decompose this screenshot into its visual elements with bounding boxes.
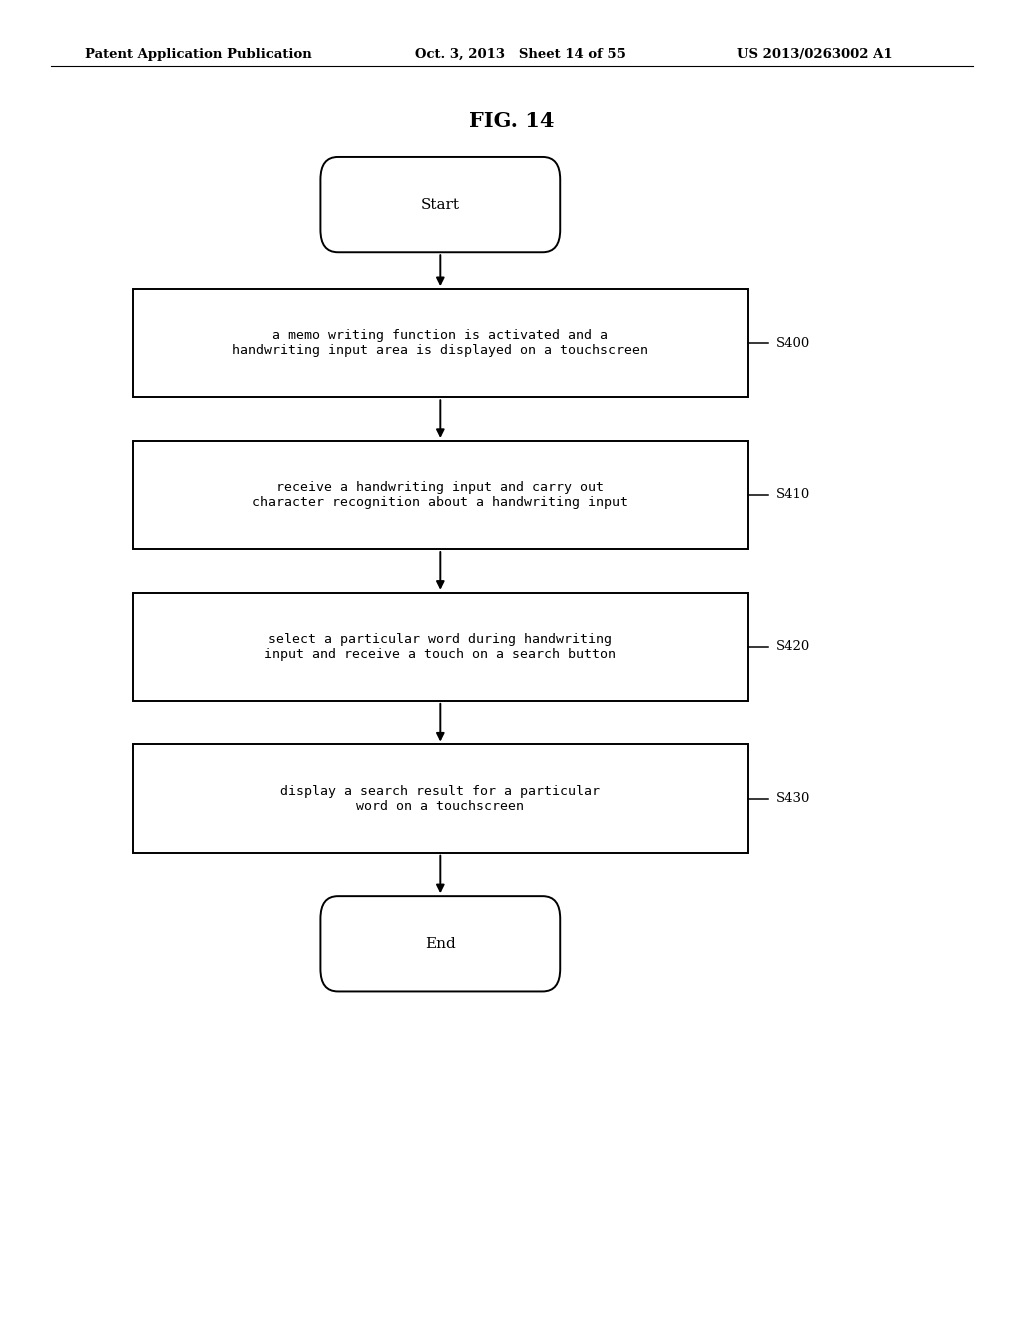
Text: S410: S410 <box>776 488 810 502</box>
Text: a memo writing function is activated and a
handwriting input area is displayed o: a memo writing function is activated and… <box>232 329 648 358</box>
Bar <box>133 441 748 549</box>
Text: receive a handwriting input and carry out
character recognition about a handwrit: receive a handwriting input and carry ou… <box>252 480 629 510</box>
Text: Start: Start <box>421 198 460 211</box>
Text: S420: S420 <box>776 640 810 653</box>
Text: S430: S430 <box>776 792 811 805</box>
Bar <box>133 289 748 397</box>
Text: FIG. 14: FIG. 14 <box>469 111 555 131</box>
FancyBboxPatch shape <box>321 157 560 252</box>
Bar <box>133 744 748 853</box>
Bar <box>133 593 748 701</box>
Text: S400: S400 <box>776 337 810 350</box>
FancyBboxPatch shape <box>321 896 560 991</box>
Text: US 2013/0263002 A1: US 2013/0263002 A1 <box>737 48 893 61</box>
Text: Patent Application Publication: Patent Application Publication <box>85 48 311 61</box>
Text: End: End <box>425 937 456 950</box>
Text: display a search result for a particular
word on a touchscreen: display a search result for a particular… <box>281 784 600 813</box>
Text: Oct. 3, 2013   Sheet 14 of 55: Oct. 3, 2013 Sheet 14 of 55 <box>415 48 626 61</box>
Text: select a particular word during handwriting
input and receive a touch on a searc: select a particular word during handwrit… <box>264 632 616 661</box>
